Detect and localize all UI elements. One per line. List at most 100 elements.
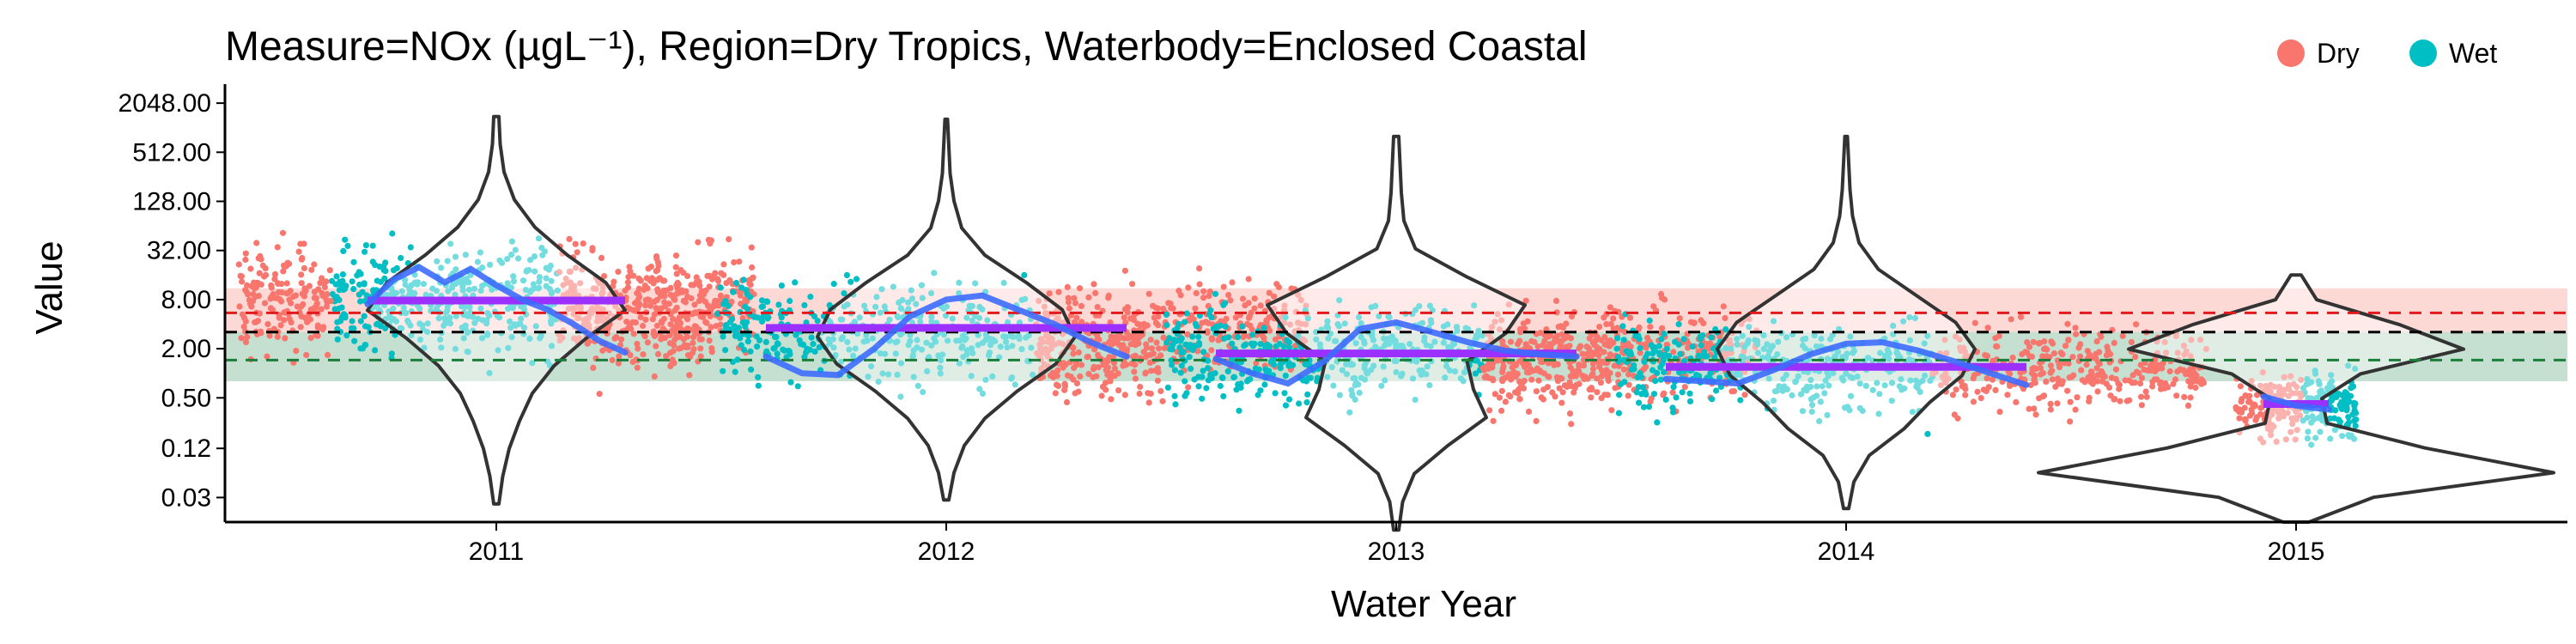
- dry-point: [1232, 314, 1239, 321]
- dry-point: [2037, 339, 2044, 347]
- dry-point: [275, 280, 282, 288]
- wet-point: [2327, 435, 2334, 442]
- dry-point: [2117, 398, 2123, 404]
- wet-point: [1356, 389, 1363, 396]
- wet-point: [526, 335, 533, 343]
- wet-point: [733, 279, 740, 287]
- wet-point: [1361, 361, 1368, 369]
- dry-point: [321, 283, 328, 290]
- wet-point: [905, 299, 912, 306]
- wet-point: [1177, 369, 1184, 376]
- dry-point: [2131, 380, 2138, 386]
- dry-point: [1072, 300, 1078, 307]
- wet-point: [1440, 339, 1447, 346]
- dry-point: [271, 295, 278, 301]
- wet-point: [1686, 390, 1693, 397]
- wet-point: [1834, 349, 1842, 355]
- dry-point: [2064, 320, 2071, 327]
- wet-point: [1652, 378, 1659, 385]
- wet-point: [734, 331, 741, 337]
- dry-point: [1558, 343, 1565, 350]
- dry-point: [1607, 320, 1614, 327]
- dry-point: [568, 305, 576, 312]
- wet-point: [830, 281, 837, 288]
- wet-point: [437, 264, 445, 271]
- y-tick-label: 2048.00: [118, 89, 211, 118]
- wet-point: [1900, 318, 1907, 325]
- wet-point: [1637, 370, 1643, 377]
- wet-point: [1623, 348, 1630, 355]
- wet-point: [460, 309, 468, 316]
- dry-point: [749, 264, 756, 271]
- wet-point: [478, 335, 486, 342]
- dry-point: [676, 333, 683, 341]
- dry-point: [632, 319, 640, 326]
- wet-point: [976, 303, 983, 310]
- dry-point: [1145, 352, 1152, 359]
- dry-point: [1594, 334, 1601, 341]
- y-tick-label: 0.03: [161, 483, 211, 512]
- dry-point: [1142, 370, 1149, 377]
- dry-point: [1540, 370, 1547, 377]
- dry-point: [1974, 388, 1981, 395]
- wet-point: [1765, 375, 1772, 382]
- dry-point: [239, 311, 246, 318]
- wet-point: [1222, 300, 1229, 307]
- wet-point: [984, 317, 991, 324]
- wet-point: [519, 277, 527, 284]
- dry-point: [2133, 368, 2140, 375]
- wet-point: [479, 317, 486, 324]
- wet-point: [1745, 337, 1752, 344]
- dry-point: [2073, 331, 2080, 337]
- dry-point: [2013, 398, 2020, 405]
- dry-point: [2047, 406, 2054, 413]
- wet-point: [844, 338, 851, 345]
- dry-point: [255, 255, 262, 262]
- wet-point: [1295, 332, 1302, 339]
- wet-point: [837, 316, 844, 323]
- wet-point: [408, 331, 415, 338]
- wet-point: [1734, 336, 1741, 343]
- wet-point: [1212, 290, 1219, 297]
- dry-point: [736, 258, 743, 265]
- wet-point: [1680, 357, 1688, 364]
- dry-point: [307, 334, 314, 342]
- wet-point: [1222, 323, 1229, 330]
- wet-point: [960, 354, 967, 361]
- wet-point: [1927, 377, 1934, 384]
- dry-point: [2050, 340, 2057, 347]
- dry-point: [711, 300, 718, 307]
- wet-point: [853, 276, 860, 283]
- wet-point: [2352, 365, 2359, 373]
- wet-point: [1393, 368, 1400, 376]
- dry-point: [691, 301, 698, 308]
- dry-point: [1953, 386, 1959, 393]
- dry-point: [2241, 404, 2248, 411]
- wet-point: [1670, 384, 1677, 391]
- dry-point: [688, 295, 695, 302]
- dry-point: [1192, 305, 1199, 312]
- wet-point: [1370, 337, 1377, 343]
- wet-point: [778, 283, 786, 289]
- wet-point: [969, 317, 975, 325]
- wet-point: [377, 322, 384, 329]
- wet-point: [1775, 338, 1782, 345]
- dry-point: [2242, 392, 2249, 399]
- wet-point: [895, 314, 902, 321]
- points-dry-2014: [1482, 308, 2209, 428]
- wet-point: [1760, 345, 1767, 352]
- wet-point: [435, 315, 442, 322]
- y-tick-label: 32.00: [147, 237, 211, 265]
- wet-point: [1644, 350, 1651, 357]
- dry-point: [1090, 374, 1097, 380]
- wet-point: [507, 318, 513, 325]
- dry-point: [1581, 375, 1588, 383]
- dry-point: [2185, 378, 2192, 385]
- trend-line-2015: [2260, 393, 2332, 413]
- dry-point: [1610, 339, 1617, 346]
- wet-point: [1783, 386, 1790, 392]
- dry-point: [2187, 394, 2194, 401]
- dry-point: [1961, 349, 1968, 355]
- wet-point: [518, 315, 525, 322]
- dry-point: [2241, 416, 2248, 422]
